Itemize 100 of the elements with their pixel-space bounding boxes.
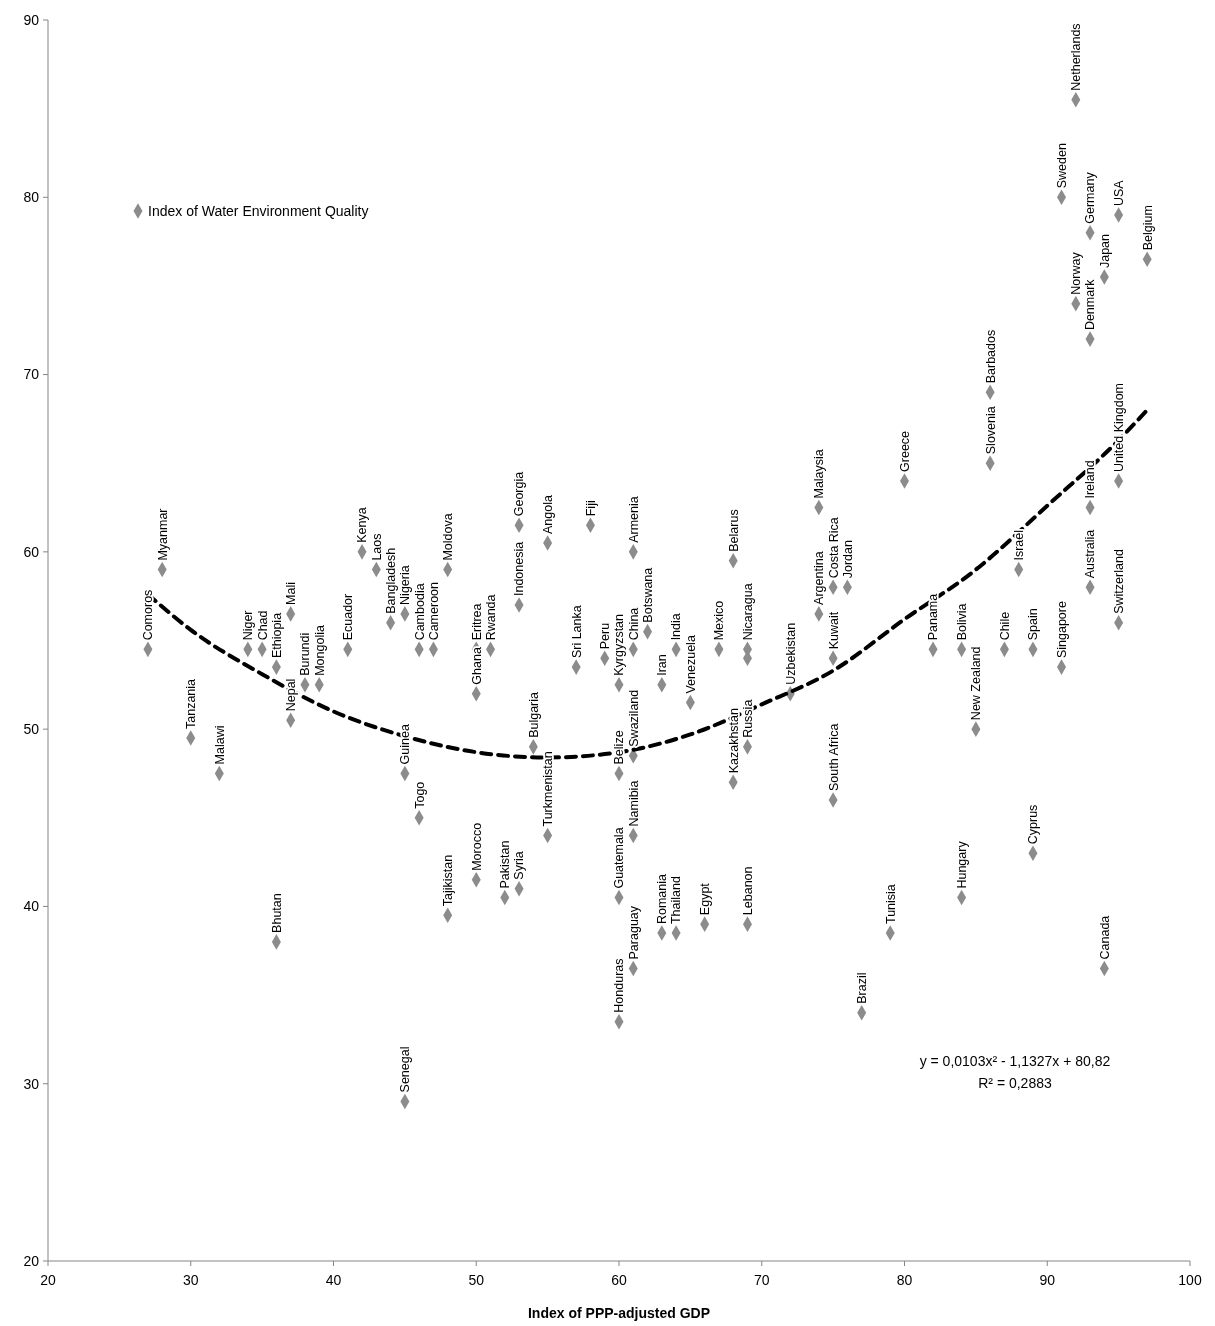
annotation: Denmark (1083, 278, 1098, 331)
y-tick-label: 40 (23, 898, 40, 915)
annotation: South Africa (826, 723, 841, 792)
annotation: Georgia (512, 471, 527, 517)
annotation: Romania (655, 873, 670, 925)
y-tick-label: 60 (23, 543, 40, 560)
annotation: Ireland (1083, 460, 1098, 499)
annotation: Cameroon (426, 581, 441, 641)
annotation: Laos (369, 533, 384, 561)
annotation: Rwanda (483, 594, 498, 641)
annotation: Syria (512, 851, 527, 880)
annotation: Mali (284, 581, 299, 605)
annotation: Togo (412, 781, 427, 809)
x-tick-label: 80 (896, 1272, 913, 1288)
y-tick-label: 90 (23, 11, 40, 28)
annotation: Chad (255, 610, 270, 641)
annotation: Nepal (284, 678, 299, 712)
annotation: Belarus (726, 509, 741, 552)
annotation: Turkmenistan (541, 751, 555, 827)
annotation: Bulgaria (526, 691, 541, 738)
annotation: Ethiopia (269, 612, 284, 659)
annotation: Kuwait (826, 611, 841, 650)
annotation: Slovenia (983, 406, 998, 455)
x-tick-label: 30 (182, 1272, 199, 1288)
annotation: Lebanon (740, 866, 755, 916)
y-tick-label: 50 (23, 721, 40, 738)
annotation: Guinea (398, 724, 413, 765)
annotation: Botswana (640, 567, 655, 623)
annotation: Morocco (469, 822, 484, 871)
y-tick-label: 70 (23, 366, 40, 383)
legend-label: Index of Water Environment Quality (148, 202, 369, 219)
x-axis-title: Index of PPP-adjusted GDP (527, 1305, 711, 1321)
annotation: Pakistan (498, 840, 513, 889)
annotation: Fiji (583, 500, 598, 517)
annotation: India (669, 613, 684, 641)
annotation: Australia (1083, 529, 1098, 579)
annotation: Malawi (212, 725, 227, 765)
annotation: Chile (997, 611, 1012, 641)
x-tick-label: 20 (40, 1272, 56, 1288)
annotation: Paraguay (626, 905, 641, 960)
annotation: Tunisia (883, 884, 898, 925)
annotation: Netherlands (1069, 23, 1084, 91)
annotation: Niger (241, 610, 256, 641)
annotation: Uzbekistan (783, 622, 798, 685)
annotation: United Kingdom (1112, 382, 1126, 472)
annotation: Singapore (1054, 601, 1069, 659)
annotation: Venezuela (683, 635, 698, 694)
annotation: Germany (1083, 171, 1098, 224)
annotation: Argentina (812, 551, 827, 605)
annotation: Panama (926, 593, 941, 641)
y-tick-label: 80 (23, 189, 40, 206)
annotation: Sri Lanka (569, 605, 584, 659)
annotation: Egypt (698, 882, 713, 916)
annotation: Hungary (954, 840, 969, 889)
annotation: Nigeria (398, 565, 413, 605)
annotation: Namibia (626, 780, 641, 827)
annotation: Malaysia (812, 449, 827, 499)
y-tick-label: 20 (23, 1252, 40, 1269)
annotation: Bolivia (954, 603, 969, 641)
annotation: Costa Rica (826, 517, 841, 579)
annotation: Honduras (612, 958, 627, 1013)
annotation: Ghana (469, 647, 484, 685)
annotation: Moldova (441, 513, 456, 561)
y-tick-label: 30 (23, 1075, 40, 1092)
annotation: Israel (1012, 530, 1027, 561)
annotation: Nicaragua (740, 583, 755, 641)
annotation: Mongolia (312, 625, 327, 676)
annotation: Burundi (298, 632, 313, 676)
annotation: Thailand (669, 876, 684, 925)
x-tick-label: 70 (753, 1272, 770, 1288)
annotation: R² = 0,2883 (978, 1075, 1052, 1091)
annotation: Angola (541, 495, 555, 534)
x-tick-label: 50 (468, 1272, 485, 1288)
annotation: Norway (1069, 251, 1084, 295)
annotation: Canada (1097, 915, 1112, 960)
annotation: Greece (897, 430, 912, 472)
annotation: Cambodia (412, 583, 427, 641)
annotation: Kazakhstan (726, 707, 741, 774)
annotation: Belize (612, 730, 627, 765)
x-tick-label: 40 (325, 1272, 342, 1288)
annotation: Tanzania (184, 678, 199, 730)
annotation: Eritrea (469, 603, 484, 641)
annotation: Ecuador (341, 593, 356, 641)
annotation: Belgium (1140, 205, 1155, 251)
annotation: Switzerland (1112, 549, 1126, 614)
annotation: Swaziland (626, 689, 641, 747)
annotation: Comoros (141, 589, 156, 641)
annotation: Sweden (1054, 143, 1069, 189)
annotation: Peru (598, 622, 613, 650)
annotation: USA (1112, 179, 1126, 207)
annotation: Indonesia (512, 541, 527, 597)
annotation: Bhutan (269, 893, 284, 933)
annotation: Spain (1026, 608, 1041, 641)
annotation: New Zealand (969, 646, 984, 721)
annotation: Jordan (840, 540, 855, 579)
annotation: Guatemala (612, 827, 627, 889)
annotation: Barbados (983, 329, 998, 384)
annotation: Russia (740, 699, 755, 738)
annotation: y = 0,0103x² - 1,1327x + 80,82 (919, 1053, 1111, 1069)
annotation: Brazil (855, 972, 870, 1004)
